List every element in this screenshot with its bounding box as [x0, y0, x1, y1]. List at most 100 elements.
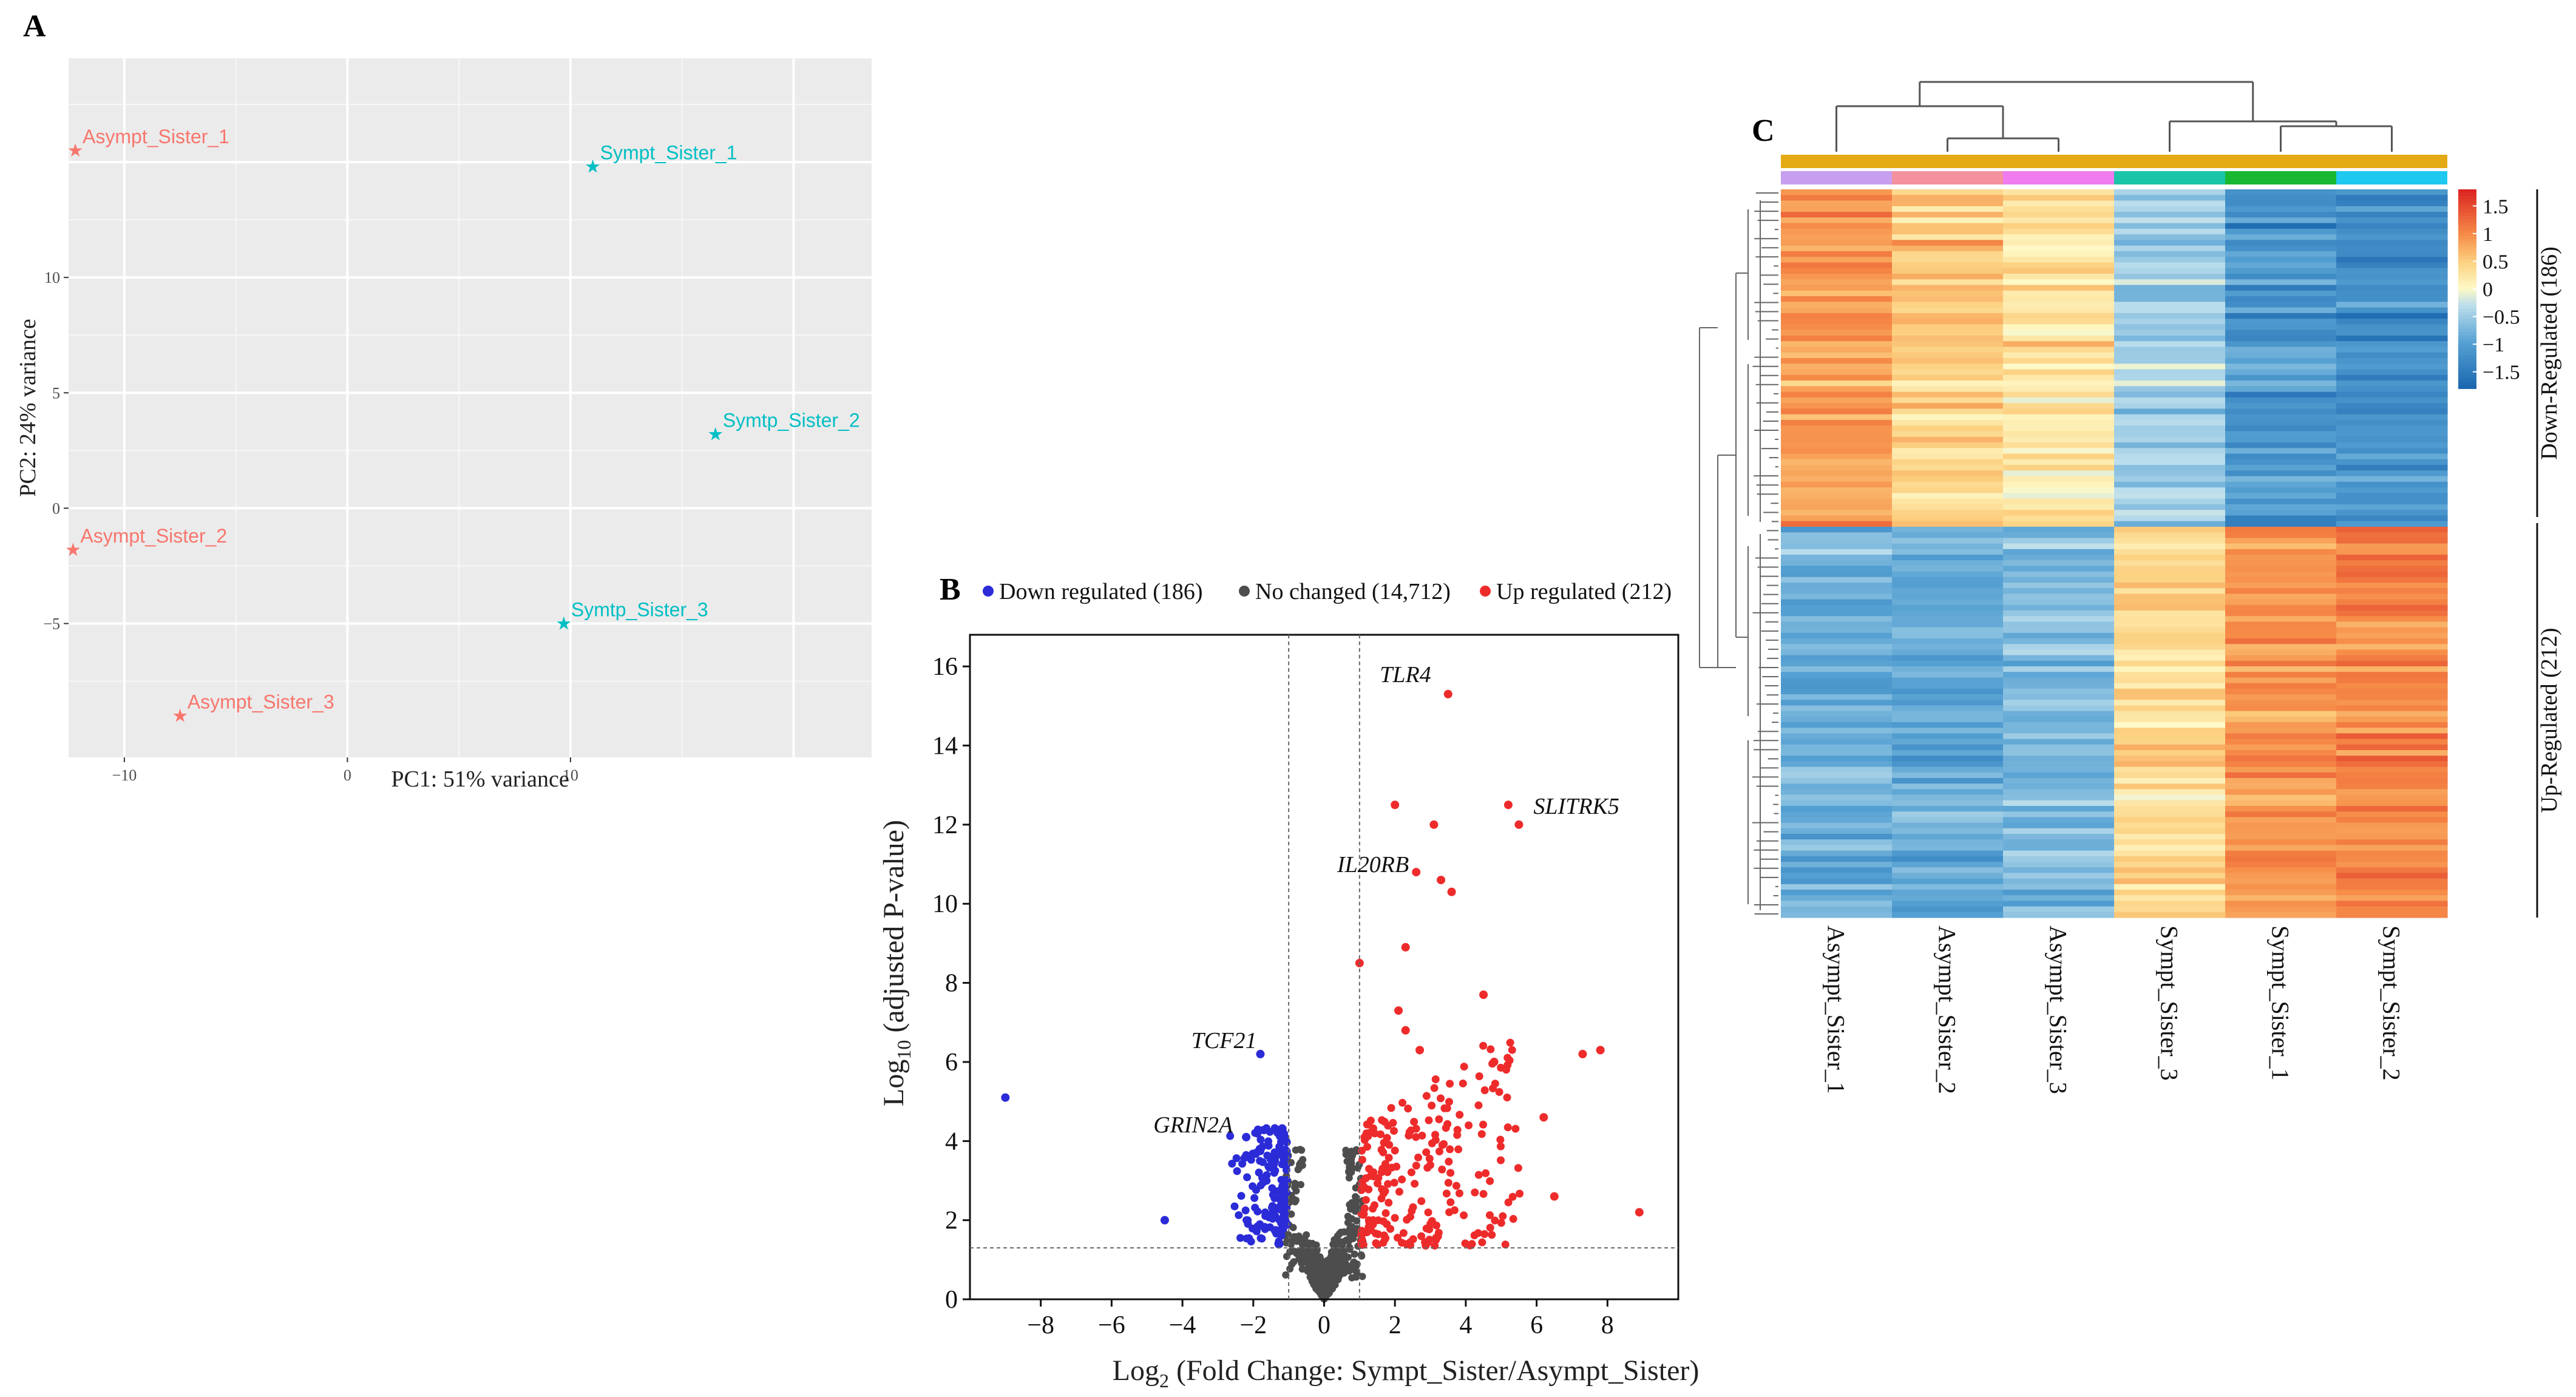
heatmap-cell: [2225, 431, 2337, 438]
heatmap-cell: [1892, 251, 2004, 257]
heatmap-cell: [2114, 638, 2226, 644]
volcano-point-nochange: [1286, 1265, 1294, 1273]
heatmap-cell: [2225, 374, 2337, 381]
volcano-point-up: [1503, 800, 1513, 810]
heatmap-cell: [2003, 189, 2115, 195]
heatmap-cell: [1781, 347, 1893, 353]
heatmap-cell: [2003, 599, 2115, 606]
volcano-point-up: [1418, 1131, 1426, 1140]
heatmap-cell: [2336, 240, 2448, 246]
heatmap-cell: [2225, 660, 2337, 667]
volcano-point-up: [1503, 1123, 1512, 1132]
heatmap-cell: [1892, 806, 2004, 812]
volcano-point-nochange: [1355, 1202, 1363, 1210]
heatmap-cell: [1781, 739, 1893, 745]
heatmap-cell: [1892, 347, 2004, 353]
volcano-point-nochange: [1337, 1243, 1345, 1251]
pca-points: ★Asympt_Sister_1★Asympt_Sister_2★Asympt_…: [65, 126, 860, 726]
heatmap-cell: [2336, 358, 2448, 364]
heatmap-cell: [2003, 470, 2115, 477]
heatmap-cell: [2003, 688, 2115, 695]
heatmap-cell: [2336, 206, 2448, 212]
heatmap-cell: [2003, 766, 2115, 773]
heatmap-cell: [2003, 257, 2115, 263]
heatmap-cell: [1892, 364, 2004, 370]
pca-y-tick-label: 10: [44, 269, 60, 286]
heatmap-cell: [2336, 459, 2448, 465]
volcano-y-tick-label: 4: [945, 1128, 958, 1155]
volcano-point-nochange: [1351, 1250, 1358, 1258]
volcano-point-up: [1461, 1239, 1469, 1248]
heatmap-cell: [1892, 599, 2004, 606]
heatmap-cell: [1892, 588, 2004, 594]
heatmap-cell: [2003, 532, 2115, 538]
heatmap-cell: [1892, 257, 2004, 263]
heatmap-cell: [2336, 845, 2448, 851]
volcano-point-up: [1446, 1080, 1454, 1088]
heatmap-cell: [1892, 677, 2004, 684]
volcano-gene-label: TCF21: [1191, 1028, 1257, 1054]
volcano-point-down: [1249, 1149, 1257, 1158]
heatmap-cell: [2336, 890, 2448, 896]
volcano-point-down: [1279, 1134, 1287, 1143]
heatmap-cell: [1781, 878, 1893, 885]
heatmap-cell: [2225, 296, 2337, 302]
heatmap-cell: [1892, 850, 2004, 857]
volcano-gene-label: SLITRK5: [1533, 794, 1619, 819]
volcano-point-up: [1429, 820, 1439, 829]
heatmap-cell: [1781, 744, 1893, 751]
pca-point: ★: [67, 141, 84, 161]
heatmap-cell: [2003, 341, 2115, 348]
heatmap-column-label: Asympt_Sister_2: [1934, 925, 1961, 1094]
heatmap-cell: [2336, 683, 2448, 689]
heatmap-cell: [1781, 700, 1893, 706]
volcano-point-up: [1407, 1126, 1415, 1135]
heatmap-cell: [2225, 262, 2337, 269]
volcano-point-up: [1394, 1234, 1402, 1242]
volcano-point-up: [1496, 1142, 1505, 1151]
volcano-point-down: [1268, 1203, 1276, 1212]
volcano-point-up: [1391, 1214, 1399, 1222]
volcano-y-tick-label: 16: [932, 653, 958, 681]
color-scale-swatch: [2458, 199, 2476, 203]
volcano-point-up: [1358, 1155, 1366, 1164]
heatmap-cell: [2003, 543, 2115, 550]
heatmap-cell: [1892, 867, 2004, 873]
volcano-point-nochange: [1358, 1273, 1366, 1280]
heatmap-cell: [2114, 285, 2226, 291]
heatmap-cell: [2114, 794, 2226, 801]
heatmap-cell: [1781, 543, 1893, 550]
heatmap-cell: [2336, 711, 2448, 717]
pca-x-tick-label: 10: [563, 766, 578, 784]
volcano-point-up: [1431, 1135, 1440, 1144]
heatmap-cell: [1892, 616, 2004, 622]
volcano-point-down: [1256, 1049, 1265, 1058]
volcano-point-up: [1495, 1087, 1503, 1096]
heatmap-cell: [1892, 756, 2004, 762]
heatmap-cell: [1781, 403, 1893, 409]
heatmap-cell: [2336, 527, 2448, 533]
heatmap-cell: [2003, 465, 2115, 471]
heatmap-cell: [2114, 577, 2226, 583]
heatmap-cell: [2003, 425, 2115, 432]
volcano-y-tick-label: 10: [932, 890, 958, 918]
volcano-point-up: [1377, 1146, 1386, 1154]
heatmap-cell: [1892, 700, 2004, 706]
heatmap-cell: [1781, 583, 1893, 589]
heatmap-cell: [2003, 616, 2115, 622]
heatmap-cell: [1781, 459, 1893, 465]
heatmap-cell: [1781, 800, 1893, 807]
heatmap-cell: [1892, 285, 2004, 291]
heatmap-cell: [1781, 262, 1893, 269]
heatmap-cell: [1781, 621, 1893, 628]
heatmap-cell: [1892, 240, 2004, 246]
heatmap-cell: [2003, 476, 2115, 482]
volcano-point-up: [1435, 1115, 1443, 1123]
heatmap-cell: [2114, 583, 2226, 589]
heatmap-cell: [1781, 217, 1893, 224]
row-group-label: Down-Regulated (186): [2537, 246, 2562, 459]
heatmap-cell: [2003, 705, 2115, 712]
volcano-point-up: [1444, 1179, 1452, 1187]
volcano-point-up: [1635, 1208, 1644, 1217]
heatmap-cell: [1892, 335, 2004, 342]
